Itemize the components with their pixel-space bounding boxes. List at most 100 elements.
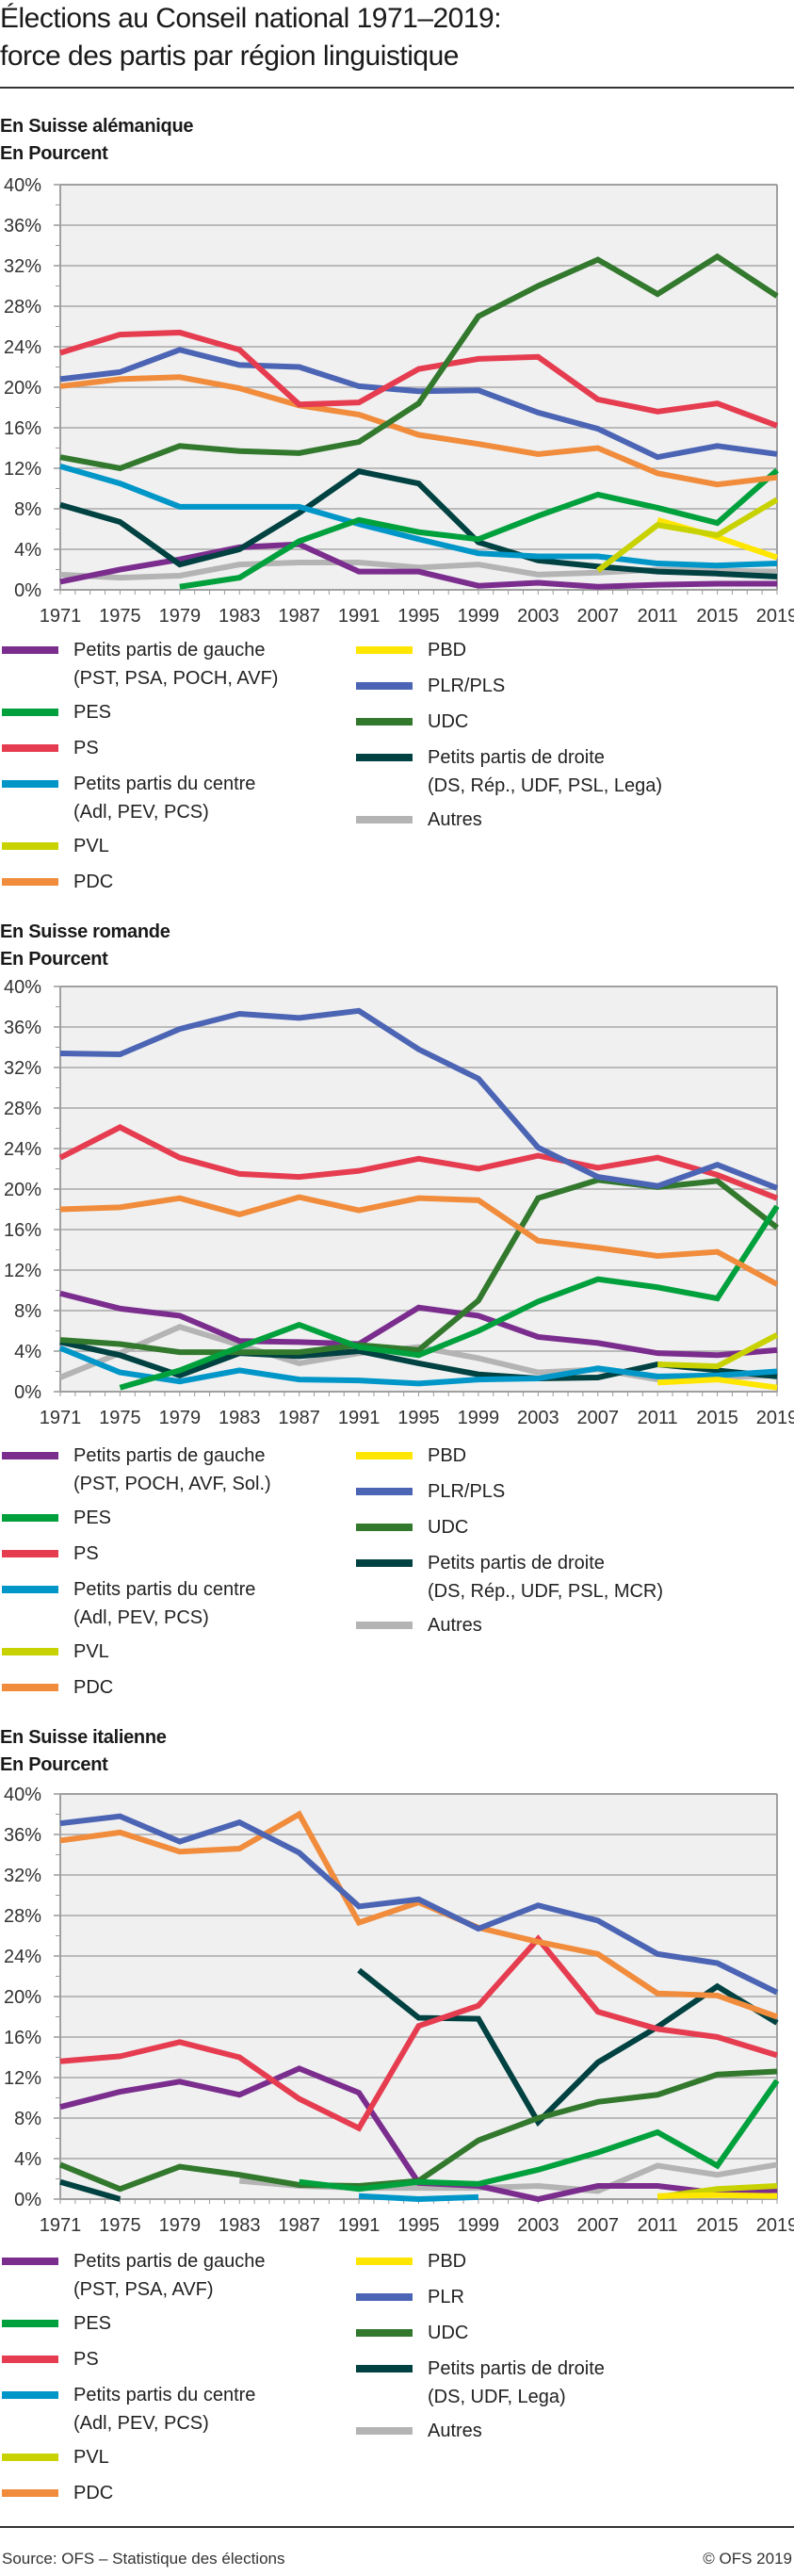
x-tick-label: 1991 <box>338 2215 381 2236</box>
legend-label: Petits partis du centre (Adl, PEV, PCS) <box>73 1575 255 1632</box>
legend-label-line-2: (PST, PSA, POCH, AVF) <box>73 668 279 689</box>
y-tick-label: 0% <box>14 2190 41 2210</box>
y-tick-label: 16% <box>4 1220 41 1241</box>
legend-label-line-1: PS <box>73 738 99 758</box>
chart-title: Élections au Conseil national 1971–2019:… <box>0 0 502 75</box>
legend-item-plr: PLR/PLS <box>356 1477 505 1506</box>
legend-label-line-1: PDC <box>73 872 114 892</box>
legend-label-line-1: PVL <box>73 1641 109 1662</box>
legend-label: Petits partis de gauche (PST, PSA, AVF) <box>73 2247 265 2304</box>
legend-swatch-droite <box>356 754 413 761</box>
y-tick-label: 4% <box>14 540 41 561</box>
legend-item-droite: Petits partis de droite (DS, Rép., UDF, P… <box>356 1549 663 1606</box>
footer-divider <box>0 2526 794 2528</box>
x-tick-label: 2003 <box>517 606 559 627</box>
section-2-title: En Suisse romande <box>0 921 170 942</box>
legend-label: UDC <box>428 708 468 736</box>
legend-label-line-1: Petits partis de droite <box>428 747 605 768</box>
x-tick-label: 1995 <box>397 1408 440 1428</box>
x-tick-label: 1983 <box>219 606 261 627</box>
legend-label-line-1: Petits partis de gauche <box>73 1445 266 1466</box>
x-tick-label: 1979 <box>159 1408 202 1428</box>
legend-item-gauche: Petits partis de gauche (PST, PSA, AVF) <box>2 2247 265 2304</box>
legend-label-line-1: Autres <box>428 2421 482 2441</box>
legend-label-line-1: PVL <box>73 836 109 856</box>
x-tick-label: 1991 <box>338 1408 381 1428</box>
legend-label-line-2: (PST, POCH, AVF, Sol.) <box>73 1474 271 1494</box>
section-1-unit: En Pourcent <box>0 143 108 164</box>
x-tick-label: 1979 <box>159 606 202 627</box>
x-tick-label: 2015 <box>696 1408 738 1428</box>
legend-swatch-autres <box>356 1622 413 1629</box>
legend-swatch-centre <box>2 2391 58 2399</box>
legend-item-gauche: Petits partis de gauche (PST, PSA, POCH, … <box>2 636 278 693</box>
legend-item-plr: PLR/PLS <box>356 672 505 700</box>
legend-item-autres: Autres <box>356 2417 482 2445</box>
legend-item-pes: PES <box>2 698 111 726</box>
y-tick-label: 40% <box>4 977 41 998</box>
x-tick-label: 1995 <box>397 606 440 627</box>
legend-item-udc: UDC <box>356 708 468 736</box>
footer-copyright: © OFS 2019 <box>703 2550 792 2568</box>
legend-label: PES <box>73 698 111 726</box>
title-divider <box>0 87 794 89</box>
y-tick-label: 24% <box>4 1947 41 1967</box>
chart-title-line-2: force des partis par région linguistique <box>0 41 459 72</box>
legend-swatch-pes <box>2 709 58 716</box>
x-tick-label: 1987 <box>278 606 320 627</box>
legend-item-ps: PS <box>2 2345 99 2373</box>
y-tick-label: 8% <box>14 499 41 520</box>
chart-suisse-italienne: 0% 4% 8% 12% 16% 20% 24% 28% 32% 36% 40% 1971 1975 19… <box>4 1785 794 2236</box>
y-tick-label: 16% <box>4 418 41 439</box>
y-tick-label: 20% <box>4 378 41 399</box>
legend-label: PLR/PLS <box>428 672 505 700</box>
section-2-header: En Suisse romande En Pourcent <box>0 919 170 973</box>
legend-item-pbd: PBD <box>356 1442 466 1470</box>
y-tick-label: 32% <box>4 1866 41 1886</box>
legend-label: Petits partis du centre (Adl, PEV, PCS) <box>73 2381 255 2437</box>
chart-suisse-romande: 0% 4% 8% 12% 16% 20% 24% 28% 32% 36% 40% 1971 1975 19… <box>4 977 794 1428</box>
legend-swatch-centre <box>2 1586 58 1593</box>
x-tick-label: 1975 <box>99 2215 141 2236</box>
legend-label-line-1: Petits partis du centre <box>73 2385 256 2405</box>
legend-label: Autres <box>428 2417 482 2445</box>
y-tick-label: 12% <box>4 2068 41 2089</box>
x-tick-label: 2007 <box>577 606 620 627</box>
legend-item-ps: PS <box>2 734 99 762</box>
legend-label: PVL <box>73 832 109 860</box>
legend-swatch-gauche <box>2 1452 58 1459</box>
legend-label: PS <box>73 2345 99 2373</box>
x-tick-label: 2019 <box>756 1408 794 1428</box>
legend-item-pvl: PVL <box>2 832 109 860</box>
legend-label: UDC <box>428 1513 468 1541</box>
y-tick-label: 20% <box>4 1180 41 1200</box>
x-tick-label: 1987 <box>278 1408 320 1428</box>
y-tick-label: 28% <box>4 1906 41 1927</box>
x-tick-label: 1991 <box>338 606 381 627</box>
x-tick-label: 1983 <box>219 1408 261 1428</box>
footer-source: Source: OFS – Statistique des élections <box>2 2550 285 2568</box>
legend-swatch-pvl <box>2 2454 58 2461</box>
legend-swatch-pdc <box>2 1684 58 1691</box>
y-tick-label: 24% <box>4 1139 41 1160</box>
legend-item-udc: UDC <box>356 2319 468 2347</box>
legend-label: PBD <box>428 2247 466 2275</box>
legend-item-pvl: PVL <box>2 2443 109 2471</box>
legend-swatch-autres <box>356 816 413 823</box>
series-line-pes <box>119 1204 780 1391</box>
y-tick-label: 0% <box>14 580 41 601</box>
legend-label-line-2: (DS, Rép., UDF, PSL, Lega) <box>428 775 662 796</box>
x-tick-label: 1995 <box>397 2215 440 2236</box>
legend-swatch-udc <box>356 718 413 726</box>
legend-swatch-ps <box>2 1550 58 1557</box>
legend-item-ps: PS <box>2 1540 99 1568</box>
legend-label: PES <box>73 2309 111 2338</box>
legend-label: Autres <box>428 806 482 834</box>
legend-label-line-2: (DS, Rép., UDF, PSL, MCR) <box>428 1581 664 1602</box>
x-tick-label: 2011 <box>638 1408 678 1428</box>
legend-label-line-1: Petits partis du centre <box>73 1579 256 1600</box>
legend-swatch-pes <box>2 2320 58 2327</box>
y-tick-label: 16% <box>4 2028 41 2048</box>
x-tick-label: 1971 <box>40 1408 82 1428</box>
y-tick-label: 12% <box>4 1261 41 1281</box>
